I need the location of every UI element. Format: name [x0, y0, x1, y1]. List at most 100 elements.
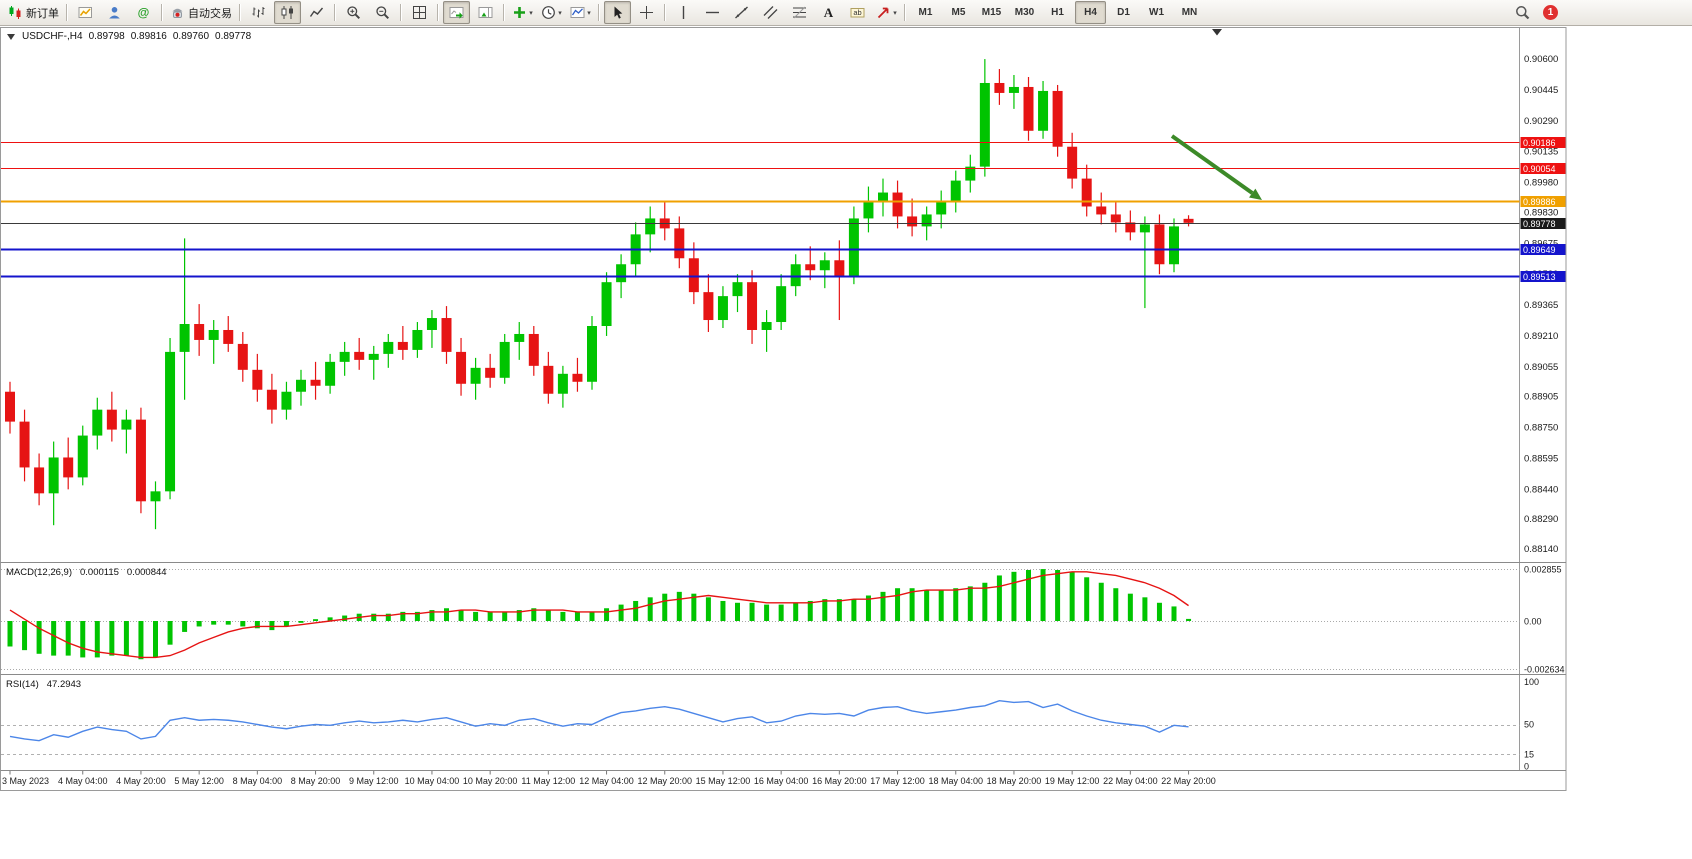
vertical-line-button[interactable]	[670, 1, 697, 24]
one-click-trading-toggle[interactable]	[7, 33, 15, 40]
trendline-button[interactable]	[728, 1, 755, 24]
bar-chart-button[interactable]	[245, 1, 272, 24]
rsi-panel[interactable]: 100 50 15 0	[1, 677, 1539, 772]
svg-text:11 May 12:00: 11 May 12:00	[521, 776, 575, 786]
svg-text:15 May 12:00: 15 May 12:00	[696, 776, 751, 786]
candle-body	[441, 318, 452, 352]
timeframe-w1-button[interactable]: W1	[1141, 1, 1172, 24]
tf-h4-label: H4	[1084, 7, 1097, 18]
svg-text:100: 100	[1524, 677, 1539, 687]
text-button[interactable]: A	[815, 1, 842, 24]
arrows-icon	[876, 5, 891, 20]
candle-body	[979, 82, 990, 167]
candle-body	[601, 282, 612, 327]
line-chart-button[interactable]	[303, 1, 330, 24]
text-label-icon: ab	[850, 5, 865, 20]
candle-body	[266, 389, 277, 410]
macd-histogram-bar	[502, 611, 508, 621]
horizontal-line-button[interactable]	[699, 1, 726, 24]
macd-histogram-bar	[444, 608, 449, 621]
candles-layer	[5, 59, 1194, 530]
search-button[interactable]	[1509, 1, 1536, 24]
timeframe-m5-button[interactable]: M5	[943, 1, 974, 24]
horizontal-line-icon	[705, 5, 720, 20]
timeframe-h4-button[interactable]: H4	[1075, 1, 1106, 24]
svg-text:0.89210: 0.89210	[1524, 331, 1558, 342]
templates-button[interactable]: ▾	[567, 1, 594, 24]
svg-text:12 May 04:00: 12 May 04:00	[579, 776, 634, 786]
periods-button[interactable]: ▾	[538, 1, 565, 24]
candle-body	[412, 329, 423, 350]
candlesticks-button[interactable]	[274, 1, 301, 24]
candle-body	[674, 228, 685, 259]
svg-text:0.88595: 0.88595	[1524, 453, 1558, 464]
community-button[interactable]: @	[130, 1, 157, 24]
macd-histogram-bar	[1156, 602, 1162, 621]
candle-body	[819, 260, 830, 271]
timeframe-m30-button[interactable]: M30	[1009, 1, 1040, 24]
candle-body	[426, 318, 437, 330]
new-chart-button[interactable]	[72, 1, 99, 24]
macd-histogram-bar	[938, 590, 944, 621]
candle-body	[1023, 86, 1034, 131]
macd-histogram-bar	[1113, 588, 1119, 621]
crosshair-button[interactable]	[633, 1, 660, 24]
candle-body	[354, 351, 365, 360]
candle-body	[1067, 146, 1078, 179]
time-axis[interactable]: 3 May 2023 4 May 04:00 4 May 20:00 5 May 12…	[2, 771, 1216, 786]
new-order-button[interactable]: 新订单	[5, 1, 62, 24]
candle-body	[237, 343, 248, 370]
macd-histogram-bar	[109, 621, 115, 656]
zoom-out-button[interactable]	[369, 1, 396, 24]
svg-text:A: A	[824, 5, 834, 20]
zoom-in-button[interactable]	[340, 1, 367, 24]
candle-body	[397, 341, 408, 350]
toolbar-separator	[400, 4, 402, 21]
chart-shift-marker[interactable]	[1212, 29, 1222, 36]
macd-panel[interactable]: 0.002855 0.00 -0.002634	[1, 565, 1565, 675]
svg-text:16 May 04:00: 16 May 04:00	[754, 776, 809, 786]
macd-histogram-bar	[1026, 570, 1031, 621]
timeframe-d1-button[interactable]: D1	[1108, 1, 1139, 24]
timeframe-h1-button[interactable]: H1	[1042, 1, 1073, 24]
chart-window-border	[0, 27, 1567, 791]
dropdown-arrow-icon: ▾	[587, 9, 591, 17]
svg-text:19 May 12:00: 19 May 12:00	[1045, 776, 1100, 786]
arrows-button[interactable]: ▾	[873, 1, 900, 24]
macd-histogram-bar	[895, 588, 901, 621]
timeframe-m15-button[interactable]: M15	[976, 1, 1007, 24]
profiles-button[interactable]	[101, 1, 128, 24]
macd-histogram-bar	[633, 600, 639, 621]
svg-text:4 May 04:00: 4 May 04:00	[58, 776, 108, 786]
autoscroll-button[interactable]	[443, 1, 470, 24]
timeframe-mn-button[interactable]: MN	[1174, 1, 1205, 24]
svg-text:0.89675: 0.89675	[1524, 238, 1558, 249]
trend-arrow[interactable]	[1170, 134, 1262, 200]
svg-text:0.88750: 0.88750	[1524, 423, 1558, 434]
macd-histogram-bar	[1098, 582, 1104, 621]
notification-badge[interactable]: 1	[1543, 5, 1558, 20]
candle-body	[339, 351, 350, 362]
svg-text:0.88140: 0.88140	[1524, 544, 1558, 555]
timeframe-m1-button[interactable]: M1	[910, 1, 941, 24]
fibonacci-button[interactable]	[786, 1, 813, 24]
autotrading-button[interactable]: 自动交易	[167, 1, 235, 24]
candle-body	[179, 324, 190, 352]
text-label-button[interactable]: ab	[844, 1, 871, 24]
indicators-button[interactable]: ▾	[509, 1, 536, 24]
candle-body	[470, 367, 481, 384]
macd-histogram-bar	[182, 621, 188, 632]
macd-histogram-bar	[269, 621, 275, 631]
candle-body	[499, 341, 510, 378]
cursor-button[interactable]	[604, 1, 631, 24]
templates-icon	[570, 5, 585, 20]
tile-windows-button[interactable]	[406, 1, 433, 24]
macd-histogram-bar	[996, 575, 1002, 621]
autotrading-label: 自动交易	[188, 7, 232, 20]
macd-histogram-bar	[414, 611, 420, 621]
channel-button[interactable]	[757, 1, 784, 24]
macd-histogram-bar	[240, 621, 246, 627]
chart-shift-button[interactable]	[472, 1, 499, 24]
